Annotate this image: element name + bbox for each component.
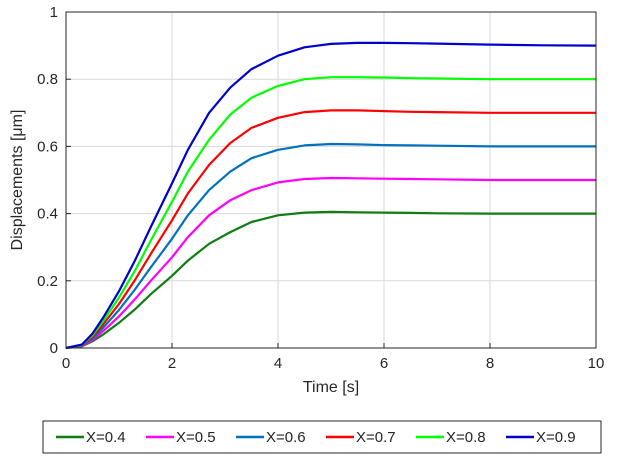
series-line-X=0.6 bbox=[65, 142, 596, 350]
legend-label: X=0.5 bbox=[176, 429, 216, 446]
y-tick-label: 0.6 bbox=[37, 138, 58, 155]
series-line-X=0.7 bbox=[65, 109, 596, 350]
legend-label: X=0.9 bbox=[536, 429, 576, 446]
series-line-X=0.9 bbox=[65, 41, 597, 350]
y-tick-label: 0.4 bbox=[37, 206, 58, 223]
ticks bbox=[65, 11, 597, 349]
legend-label: X=0.4 bbox=[86, 429, 126, 446]
y-tick-label: 1 bbox=[50, 4, 58, 21]
x-tick-label: 6 bbox=[380, 355, 388, 372]
series-line-X=0.4 bbox=[65, 210, 596, 350]
legend: X=0.4 X=0.5 X=0.6 X=0.7 X=0.8 X=0.9 bbox=[42, 420, 602, 454]
legend-label: X=0.6 bbox=[266, 429, 306, 446]
series-line-X=0.8 bbox=[65, 76, 596, 350]
series-layer bbox=[65, 41, 597, 350]
x-axis-label: Time [s] bbox=[303, 379, 359, 396]
series-line-X=0.5 bbox=[65, 176, 596, 350]
legend-label: X=0.7 bbox=[356, 429, 396, 446]
legend-label: X=0.8 bbox=[446, 429, 486, 446]
x-tick-label: 10 bbox=[588, 355, 605, 372]
tick-labels: 0 2 4 6 8 10 0 0.2 0.4 0.6 0.8 1 bbox=[37, 4, 604, 372]
x-tick-label: 4 bbox=[274, 355, 282, 372]
x-tick-label: 2 bbox=[168, 355, 176, 372]
axes-box bbox=[65, 11, 597, 349]
y-tick-label: 0.8 bbox=[37, 71, 58, 88]
y-tick-label: 0.2 bbox=[37, 273, 58, 290]
y-tick-label: 0 bbox=[50, 340, 58, 357]
y-axis-label: Displacements [μm] bbox=[9, 110, 26, 251]
x-tick-label: 8 bbox=[486, 355, 494, 372]
x-tick-label: 0 bbox=[62, 355, 70, 372]
